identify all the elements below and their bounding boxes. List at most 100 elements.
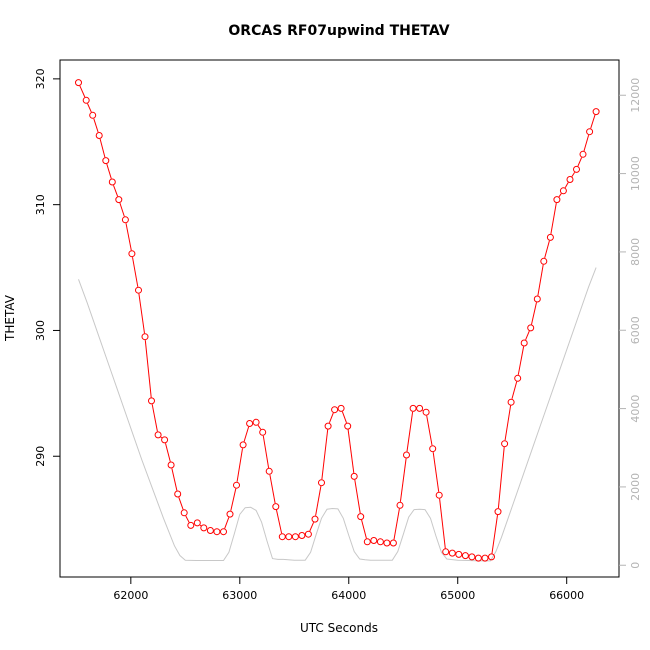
thetav-segment [393,508,400,540]
thetav-segment [550,203,557,234]
thetav-point [442,548,450,556]
thetav-segment [165,443,171,462]
thetav-segment [497,447,505,509]
plot-box [59,59,620,578]
thetav-segment [321,429,329,480]
thetav-point [324,422,332,430]
thetav-point [409,404,417,412]
chart-title: ORCAS RF07upwind THETAV [228,23,449,39]
y-tick-label: 290 [34,446,47,467]
altitude-line [78,267,597,562]
y2-tick-label: 10000 [629,156,642,191]
thetav-segment [491,515,498,554]
y-axis-right: 0 2000 4000 6000 8000 10000 12000 [619,78,642,569]
thetav-point [75,79,82,87]
thetav-point [278,533,286,541]
thetav-point [494,508,502,516]
y2-tick-label: 0 [629,562,642,569]
thetav-point [318,479,325,487]
thetav-segment [106,163,112,179]
thetav-point [252,418,260,426]
thetav-point [89,111,97,119]
thetav-point [265,467,273,475]
thetav-point [389,539,397,547]
thetav-point [553,196,561,204]
x-tick-label: 63000 [222,589,257,602]
altitude-series [78,267,597,562]
thetav-point [416,404,424,412]
thetav-point [304,530,312,538]
thetav-segment [341,411,347,423]
thetav-segment [230,488,237,511]
thetav-segment [583,134,590,152]
thetav-point [141,333,149,341]
thetav-point [376,538,384,546]
thetav-point [363,538,371,546]
thetav-point [396,501,404,509]
thetav-point [573,165,580,173]
thetav-segment [537,264,544,296]
y2-tick-label: 12000 [629,78,642,113]
thetav-point [174,490,182,498]
thetav-segment [113,185,119,197]
thetav-segment [354,479,361,514]
y-tick-label: 300 [34,320,47,341]
thetav-point [239,441,247,449]
thetav-segment [262,435,270,468]
thetav-point [102,157,110,165]
thetav-point [298,532,306,539]
y-axis-label: THETAV [3,294,17,342]
thetav-point [220,528,227,536]
thetav-point [579,150,587,158]
thetav-point [383,539,391,547]
thetav-point [161,436,169,444]
thetav-point [540,257,548,265]
thetav-segment [328,412,334,423]
thetav-segment [99,138,106,158]
thetav-point [187,521,195,529]
thetav-point [285,533,293,541]
thetav-point [193,519,201,527]
thetav-point [481,554,489,562]
thetav-point [520,339,528,347]
y2-tick-label: 2000 [629,473,642,501]
thetav-segment [185,515,190,523]
thetav-point [403,451,410,459]
thetav-point [291,533,299,541]
thetav-segment [517,346,525,375]
thetav-segment [511,381,518,399]
thetav-segment [151,404,158,432]
x-axis-label: UTC Seconds [300,621,378,635]
thetav-point [311,515,319,523]
thetav-point [592,108,600,116]
thetav-point [527,324,535,332]
thetav-point [350,472,358,480]
thetav-segment [577,157,583,167]
thetav-point [566,176,574,183]
thetav-point [259,428,267,436]
thetav-segment [315,486,322,516]
thetav-segment [361,519,367,539]
thetav-segment [138,293,145,334]
thetav-point [533,295,541,303]
y2-tick-label: 8000 [629,238,642,266]
thetav-point [586,128,594,136]
x-tick-label: 65000 [440,589,475,602]
thetav-segment [87,103,92,113]
x-tick-label: 62000 [113,589,148,602]
thetav-segment [257,424,262,430]
thetav-point [488,553,495,561]
thetav-segment [347,429,355,473]
thetav-point [180,509,188,517]
thetav-point [474,554,482,562]
x-tick-label: 64000 [331,589,366,602]
thetav-point [357,513,365,521]
thetav-point [559,187,567,195]
thetav-segment [171,468,178,491]
thetav-point [95,132,103,139]
thetav-point [337,404,345,412]
thetav-point [82,96,90,104]
thetav-segment [571,172,576,177]
thetav-segment [432,452,440,492]
